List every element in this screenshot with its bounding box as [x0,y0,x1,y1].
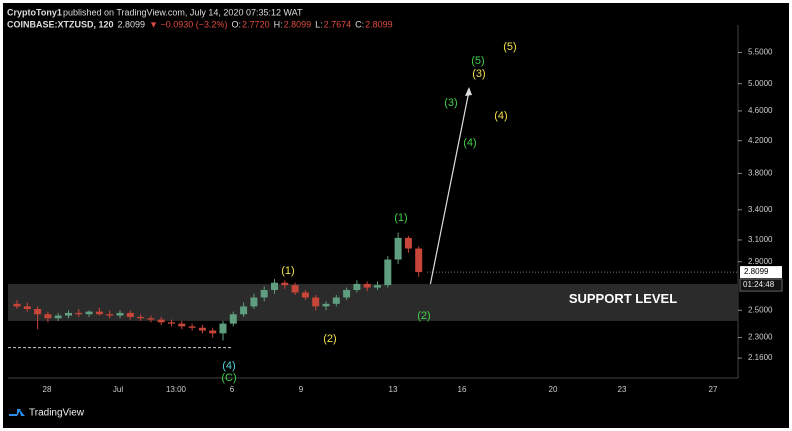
candle-body [157,319,165,323]
candle-body [95,311,103,315]
support-label: SUPPORT LEVEL [569,291,677,306]
x-tick-label: 27 [709,385,718,394]
y-tick-label: 2.5000 [748,305,773,314]
wave-label: (2) [417,310,430,322]
wave-label: (2) [323,333,336,345]
candle-body [13,303,21,307]
header-field: ▼ −0.0930 (−3.2%) [149,19,227,29]
candle-body [106,314,114,316]
header-field: 2.8099 [118,19,146,29]
x-tick-label: Jul [113,385,123,394]
candle-body [75,312,83,315]
candle-body [260,290,268,298]
candle-body [198,327,206,331]
header-field: 2.7720 [242,19,270,29]
header-field: C: [355,19,364,29]
x-tick-label: 23 [618,385,627,394]
candle-body [404,237,412,249]
y-tick-label: 3.4000 [748,205,773,214]
candle-body [353,283,361,291]
projection-arrow [427,90,470,297]
candle-body [44,314,52,319]
last-price-label: 2.8099 [744,267,769,276]
header-field: O: [232,19,242,29]
candle-body [85,311,93,315]
candle-body [188,326,196,328]
x-tick-label: 13:00 [166,385,187,394]
candle-body [363,283,371,288]
candle-body [374,285,381,288]
y-tick-label: 2.9000 [748,257,773,266]
y-tick-label: 2.1600 [748,353,773,362]
x-tick-label: 28 [43,385,52,394]
candle-body [54,315,62,319]
candle-body [384,259,392,286]
countdown-box [739,278,783,292]
candle-body [65,312,72,316]
candle-body [343,290,351,298]
author: CryptoTony1 [7,7,62,17]
y-tick-label: 2.3000 [748,333,773,342]
candle-body [415,248,423,273]
y-tick-label: 3.1000 [748,235,773,244]
wave-label: (4) [494,110,507,122]
published: published on TradingView.com, July 14, 2… [63,7,303,17]
header-field: L: [315,19,323,29]
wave-label: (5) [471,55,484,67]
footer [3,401,789,428]
candle-body [209,330,217,334]
candle-body [34,308,42,315]
candle-body [147,318,155,320]
arrow-head [465,87,472,96]
x-tick-label: 16 [458,385,467,394]
candle-body [23,306,31,309]
wave-label: (1) [281,265,294,277]
x-tick-label: 6 [230,385,235,394]
y-tick-label: 4.6000 [748,106,773,115]
x-tick-label: 9 [299,385,304,394]
candle-body [126,312,134,317]
candle-body [291,285,299,293]
x-tick-label: 20 [549,385,558,394]
y-tick-label: 4.2000 [748,136,773,145]
wave-label: (3) [444,97,457,109]
wave-label: (5) [503,41,516,53]
candle-body [332,297,340,304]
candle-body [116,312,124,316]
candle-body [178,323,186,327]
candle-body [219,323,227,334]
header-field: COINBASE:XTZUSD, 120 [7,19,114,29]
screenshot: CryptoTony1 published on TradingView.com… [3,3,789,428]
y-tick-label: 5.5000 [748,48,773,57]
logo [9,409,25,416]
candle-body [137,316,145,319]
candle-body [271,282,278,291]
candle-body [394,237,402,260]
header-field: H: [274,19,283,29]
wave-label: (4) [222,360,235,372]
last-price-box [740,266,782,279]
countdown: 01:24:48 [743,280,775,289]
candle-body [312,297,320,307]
candle-body [229,314,237,324]
wave-label: (4) [463,137,476,149]
footer-brand: TradingView [29,408,85,419]
y-tick-label: 5.0000 [748,79,773,88]
candle-body [250,297,258,307]
candle-body [168,322,175,324]
header-field: 2.8099 [365,19,393,29]
wave-label: (C) [221,372,236,384]
header-field: 2.8099 [284,19,312,29]
candle-body [281,282,289,286]
candle-body [322,303,330,307]
y-tick-label: 3.8000 [748,169,773,178]
wave-label: (1) [394,212,407,224]
candle-body [240,306,248,315]
candle-body [301,292,309,298]
header-field: 2.7674 [324,19,352,29]
wave-label: (3) [472,68,485,80]
x-tick-label: 13 [389,385,398,394]
chart: CryptoTony1 published on TradingView.com… [3,7,789,428]
